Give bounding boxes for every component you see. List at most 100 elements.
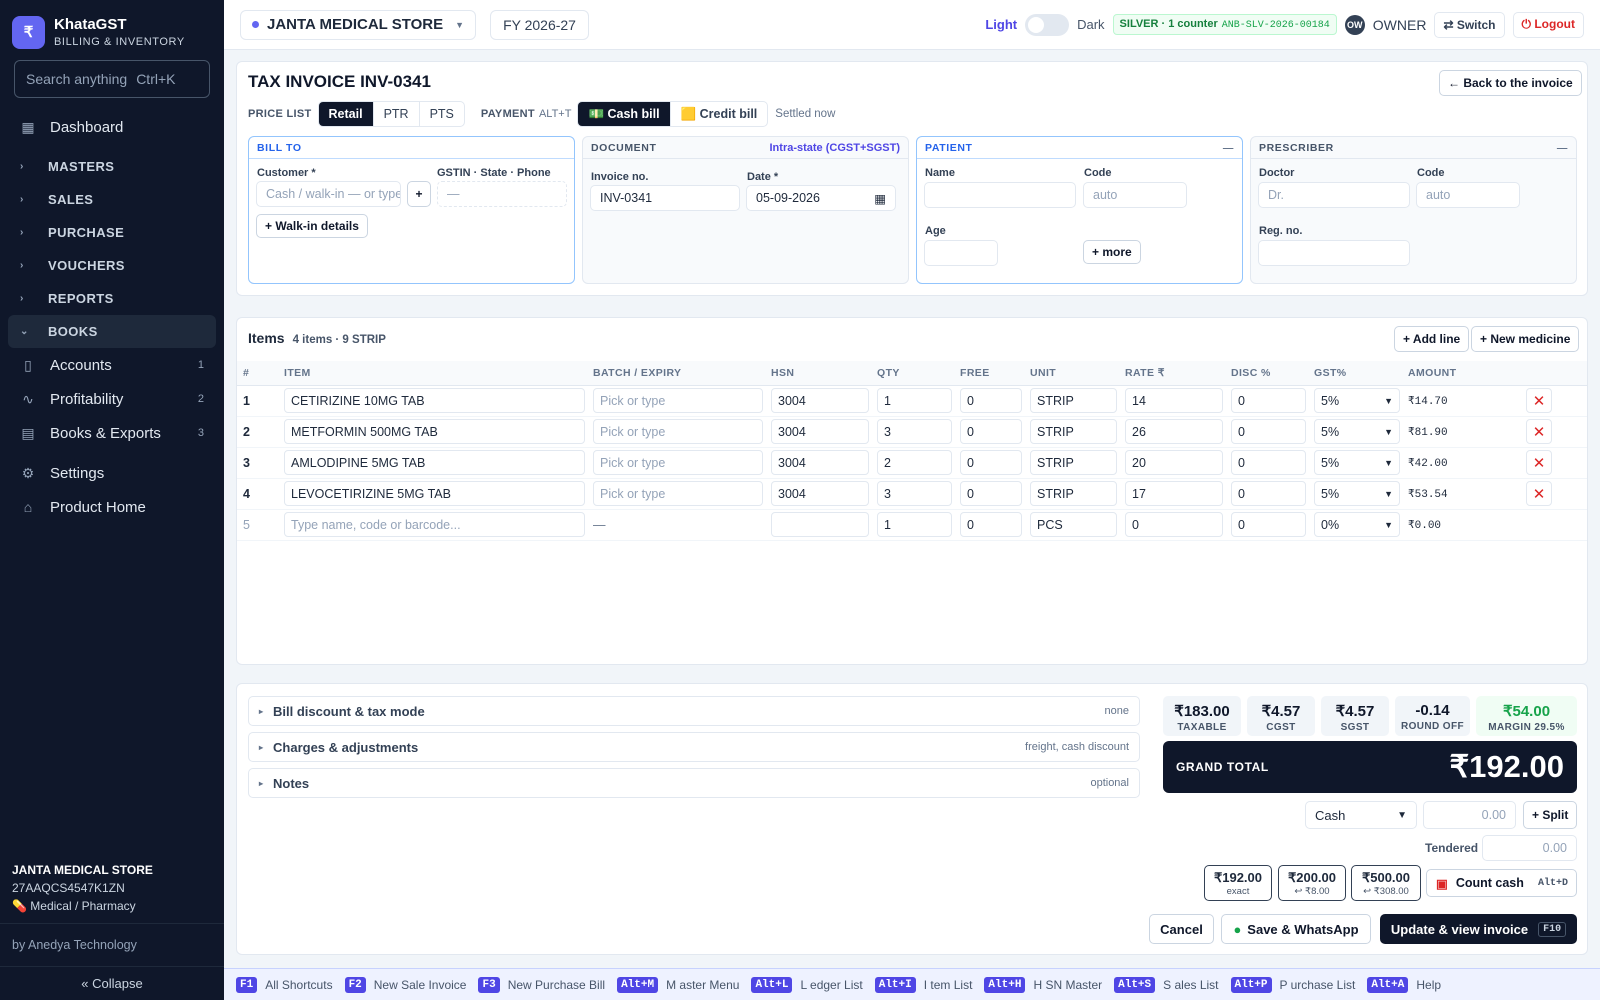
rate-input[interactable]: 26 bbox=[1125, 419, 1223, 444]
remove-row-icon[interactable]: ✕ bbox=[1526, 388, 1552, 413]
batch-input[interactable]: Pick or type bbox=[593, 388, 763, 413]
free-input[interactable]: 0 bbox=[960, 450, 1022, 475]
charges-accordion[interactable]: ▸ Charges & adjustments freight, cash disc… bbox=[248, 732, 1140, 762]
sidebar-group-sales[interactable]: › SALES bbox=[0, 183, 224, 216]
hsn-input[interactable] bbox=[771, 512, 869, 537]
collapse-button[interactable]: « Collapse bbox=[0, 966, 224, 1000]
quick-cash-200[interactable]: ₹200.00 ↩ ₹8.00 bbox=[1278, 865, 1346, 901]
doctor-input[interactable]: Dr. bbox=[1258, 182, 1410, 208]
doctor-code-input[interactable]: auto bbox=[1416, 182, 1520, 208]
split-payment-button[interactable]: + Split bbox=[1523, 801, 1578, 829]
hsn-input[interactable]: 3004 bbox=[771, 419, 869, 444]
gst-select[interactable]: 5% ▼ bbox=[1314, 419, 1400, 444]
shortcut-item[interactable]: Alt+M M aster Menu bbox=[617, 976, 739, 993]
patient-code-input[interactable]: auto bbox=[1083, 182, 1187, 208]
batch-input[interactable]: Pick or type bbox=[593, 419, 763, 444]
minimize-icon[interactable]: — bbox=[1222, 141, 1234, 154]
payment-amount-input[interactable]: 0.00 bbox=[1423, 801, 1516, 829]
rate-input[interactable]: 17 bbox=[1125, 481, 1223, 506]
brand[interactable]: ₹ KhataGST BILLING & INVENTORY bbox=[0, 0, 224, 52]
remove-row-icon[interactable]: ✕ bbox=[1526, 450, 1552, 475]
shortcut-item[interactable]: F3 New Purchase Bill bbox=[478, 976, 605, 993]
search-input[interactable]: Search anything Ctrl+K bbox=[14, 60, 210, 98]
calendar-icon[interactable]: ▦ bbox=[874, 191, 886, 206]
sidebar-item-product-home[interactable]: ⌂ Product Home bbox=[0, 490, 224, 524]
tendered-input[interactable]: 0.00 bbox=[1482, 835, 1577, 861]
invoice-no-input[interactable]: INV-0341 bbox=[590, 185, 740, 211]
disc-input[interactable]: 0 bbox=[1231, 388, 1306, 413]
qty-input[interactable]: 3 bbox=[877, 481, 952, 506]
sidebar-group-masters[interactable]: › MASTERS bbox=[0, 150, 224, 183]
unit-input[interactable]: PCS bbox=[1030, 512, 1117, 537]
disc-input[interactable]: 0 bbox=[1231, 419, 1306, 444]
gst-select[interactable]: 0% ▼ bbox=[1314, 512, 1400, 537]
theme-toggle[interactable] bbox=[1025, 13, 1070, 36]
customer-input[interactable]: Cash / walk-in — or type bbox=[256, 181, 401, 207]
cancel-button[interactable]: Cancel bbox=[1149, 914, 1214, 944]
sidebar-item-books-exports[interactable]: ▤ Books & Exports 3 bbox=[0, 416, 224, 450]
quick-cash-exact[interactable]: ₹192.00 exact bbox=[1204, 865, 1272, 901]
fiscal-year-selector[interactable]: FY 2026-27 bbox=[490, 9, 589, 40]
hsn-input[interactable]: 3004 bbox=[771, 450, 869, 475]
unit-input[interactable]: STRIP bbox=[1030, 481, 1117, 506]
qty-input[interactable]: 1 bbox=[877, 388, 952, 413]
unit-input[interactable]: STRIP bbox=[1030, 388, 1117, 413]
sidebar-item-accounts[interactable]: ▯ Accounts 1 bbox=[0, 348, 224, 382]
remove-row-icon[interactable]: ✕ bbox=[1526, 481, 1552, 506]
shortcut-item[interactable]: F1 All Shortcuts bbox=[236, 976, 333, 993]
cash-bill-option[interactable]: 💵 Cash bill bbox=[578, 102, 671, 126]
credit-bill-option[interactable]: 🟨 Credit bill bbox=[680, 106, 758, 121]
disc-input[interactable]: 0 bbox=[1231, 481, 1306, 506]
save-whatsapp-button[interactable]: ● Save & WhatsApp bbox=[1221, 914, 1371, 944]
add-customer-button[interactable]: + bbox=[407, 181, 431, 207]
disc-input[interactable]: 0 bbox=[1231, 512, 1306, 537]
qty-input[interactable]: 1 bbox=[877, 512, 952, 537]
store-switcher[interactable]: JANTA MEDICAL STORE ▼ bbox=[240, 9, 477, 40]
sidebar-group-reports[interactable]: › REPORTS bbox=[0, 282, 224, 315]
update-view-invoice-button[interactable]: Update & view invoice F10 bbox=[1380, 914, 1577, 944]
rate-input[interactable]: 20 bbox=[1125, 450, 1223, 475]
avatar[interactable]: OW bbox=[1344, 14, 1365, 35]
sidebar-item-settings[interactable]: ⚙ Settings bbox=[0, 456, 224, 490]
shortcut-item[interactable]: Alt+P P urchase List bbox=[1230, 976, 1355, 993]
new-medicine-button[interactable]: + New medicine bbox=[1471, 326, 1580, 352]
back-button[interactable]: ← Back to the invoice bbox=[1439, 70, 1582, 96]
price-list-ptr[interactable]: PTR bbox=[374, 102, 420, 126]
hsn-input[interactable]: 3004 bbox=[771, 481, 869, 506]
qty-input[interactable]: 3 bbox=[877, 419, 952, 444]
new-item-input[interactable]: Type name, code or barcode... bbox=[284, 512, 585, 537]
free-input[interactable]: 0 bbox=[960, 419, 1022, 444]
rate-input[interactable]: 14 bbox=[1125, 388, 1223, 413]
shortcut-item[interactable]: Alt+L L edger List bbox=[751, 976, 863, 993]
date-input[interactable]: 05-09-2026 ▦ bbox=[746, 185, 896, 211]
hsn-input[interactable]: 3004 bbox=[771, 388, 869, 413]
quick-cash-500[interactable]: ₹500.00 ↩ ₹308.00 bbox=[1351, 865, 1421, 901]
logout-button[interactable]: ⏻ Logout bbox=[1512, 11, 1584, 38]
price-list-retail[interactable]: Retail bbox=[318, 102, 374, 126]
batch-input[interactable]: Pick or type bbox=[593, 481, 763, 506]
gst-select[interactable]: 5% ▼ bbox=[1314, 481, 1400, 506]
batch-input[interactable]: Pick or type bbox=[593, 450, 763, 475]
sidebar-group-books[interactable]: ⌄ BOOKS bbox=[8, 315, 216, 348]
remove-row-icon[interactable]: ✕ bbox=[1526, 419, 1552, 444]
patient-age-input[interactable] bbox=[924, 240, 998, 266]
gst-select[interactable]: 5% ▼ bbox=[1314, 450, 1400, 475]
price-list-pts[interactable]: PTS bbox=[429, 107, 454, 121]
reg-no-input[interactable] bbox=[1258, 240, 1410, 266]
patient-more-button[interactable]: + more bbox=[1083, 240, 1141, 264]
switch-button[interactable]: ⇄ Switch bbox=[1434, 11, 1505, 38]
sidebar-item-dashboard[interactable]: ▦ Dashboard bbox=[0, 110, 224, 144]
sidebar-group-vouchers[interactable]: › VOUCHERS bbox=[0, 249, 224, 282]
free-input[interactable]: 0 bbox=[960, 481, 1022, 506]
minimize-icon[interactable]: — bbox=[1556, 141, 1568, 154]
count-cash-button[interactable]: ▣ Count cash Alt+D bbox=[1426, 869, 1577, 897]
disc-input[interactable]: 0 bbox=[1231, 450, 1306, 475]
item-input[interactable]: LEVOCETIRIZINE 5MG TAB bbox=[284, 481, 585, 506]
shortcut-item[interactable]: Alt+A Help bbox=[1367, 976, 1441, 993]
unit-input[interactable]: STRIP bbox=[1030, 450, 1117, 475]
unit-input[interactable]: STRIP bbox=[1030, 419, 1117, 444]
item-input[interactable]: METFORMIN 500MG TAB bbox=[284, 419, 585, 444]
free-input[interactable]: 0 bbox=[960, 388, 1022, 413]
walkin-details-button[interactable]: + Walk-in details bbox=[256, 214, 368, 238]
shortcut-item[interactable]: Alt+I I tem List bbox=[874, 976, 972, 993]
